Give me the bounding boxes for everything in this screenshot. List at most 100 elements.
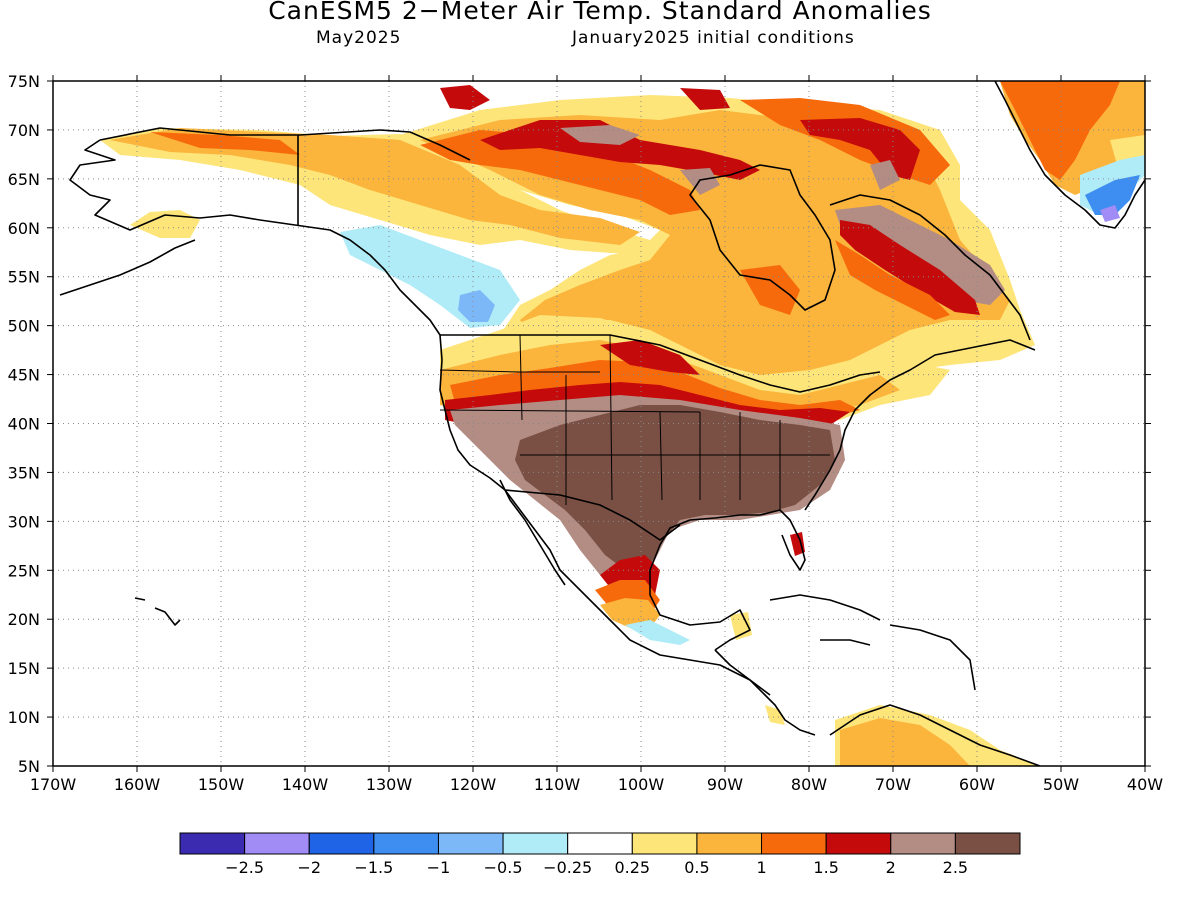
coastline-baja — [499, 479, 566, 586]
legend-swatch — [244, 832, 310, 855]
lon-label: 110W — [534, 775, 581, 794]
lon-label: 100W — [618, 775, 665, 794]
lon-label: 160W — [114, 775, 161, 794]
lat-label: 40N — [8, 415, 40, 434]
lat-label: 75N — [8, 72, 40, 91]
legend-swatch — [696, 832, 763, 855]
legend-label: −1.5 — [354, 858, 393, 877]
lat-label: 70N — [8, 121, 40, 140]
coastline-gulf-mexico — [649, 509, 781, 651]
lon-label: 130W — [366, 775, 413, 794]
anomaly-region-greenland-purple — [1100, 205, 1120, 222]
coastline-alaska — [69, 127, 471, 336]
coastline-caribbean — [769, 594, 976, 691]
legend-swatch — [890, 832, 956, 855]
lon-label: 170W — [30, 775, 77, 794]
legend-label: −1 — [427, 858, 451, 877]
latitude-labels: 75N 70N 65N 60N 55N 50N 45N 40N 35N 30N … — [8, 72, 40, 776]
lat-label: 45N — [8, 366, 40, 385]
lat-label: 20N — [8, 610, 40, 629]
coastline-eastcoast-us — [804, 339, 1036, 511]
lat-label: 30N — [8, 512, 40, 531]
anomaly-region-mexico-orange — [600, 598, 660, 628]
anomaly-region-florida-red — [790, 532, 805, 556]
lon-label: 90W — [707, 775, 743, 794]
lon-label: 140W — [282, 775, 329, 794]
map-title: CanESM5 2−Meter Air Temp. Standard Anoma… — [268, 0, 932, 25]
lat-label: 35N — [8, 463, 40, 482]
lon-label: 70W — [875, 775, 911, 794]
lat-label: 15N — [8, 659, 40, 678]
coastline-central-america — [714, 649, 816, 736]
lon-label: 40W — [1127, 775, 1163, 794]
anomaly-region-panama-yellow — [765, 705, 785, 725]
lat-label: 25N — [8, 561, 40, 580]
legend-label: 0.25 — [614, 858, 650, 877]
anomaly-region-alaska-darkorange — [150, 132, 300, 155]
coastline-hawaii — [134, 597, 181, 626]
lat-label: 50N — [8, 317, 40, 336]
legend-swatch — [308, 832, 375, 855]
border-canada-us — [297, 135, 881, 393]
lon-label: 60W — [959, 775, 995, 794]
legend-swatch — [761, 832, 827, 855]
anomaly-region-arctic-brown — [560, 125, 900, 195]
anomaly-region-bc-lightblue — [458, 290, 495, 322]
legend-labels: −2.5 −2 −1.5 −1 −0.5 −0.25 0.25 0.5 1 1.… — [225, 858, 968, 877]
lat-label: 55N — [8, 268, 40, 287]
coastline-aleutians — [59, 239, 196, 296]
coastline-south-america — [829, 704, 1041, 766]
anomaly-region-yucatan-yellow — [730, 612, 752, 640]
legend-swatches — [179, 832, 1021, 855]
border-us-mexico — [504, 489, 681, 541]
init-conditions-label: January2025 initial conditions — [572, 28, 855, 48]
legend-label: 1.5 — [813, 858, 838, 877]
legend-swatch — [567, 832, 633, 855]
coastlines — [59, 81, 1145, 766]
anomaly-region-canada-darkorange — [420, 130, 700, 215]
legend-swatch — [825, 832, 892, 855]
coastline-mexico-west — [569, 579, 771, 696]
anomaly-region-alaska-orange — [110, 128, 640, 245]
legend-label: −0.25 — [543, 858, 592, 877]
anomaly-region-labrador-orange — [835, 240, 950, 320]
lon-label: 150W — [198, 775, 245, 794]
axis-ticks — [47, 75, 1151, 772]
lon-label: 120W — [450, 775, 497, 794]
legend-swatch — [954, 832, 1021, 855]
anomaly-region-southamerica-orange — [840, 718, 970, 766]
coastline-greenland — [994, 81, 1145, 229]
legend-label: −0.5 — [484, 858, 523, 877]
coastline-florida — [779, 509, 806, 571]
legend-label: −2.5 — [225, 858, 264, 877]
legend-label: −2 — [297, 858, 321, 877]
anomaly-region-labrador-red — [840, 220, 980, 315]
coastline-labrador — [829, 194, 1031, 341]
coastline-westcoast-us — [439, 334, 571, 581]
border-us-states — [439, 334, 830, 510]
legend-swatch — [631, 832, 698, 855]
legend-swatch — [179, 832, 246, 855]
legend-label: 0.5 — [684, 858, 709, 877]
legend-swatch — [502, 832, 569, 855]
lat-label: 60N — [8, 219, 40, 238]
anomaly-region-arctic-red — [440, 85, 920, 180]
legend-label: 2.5 — [943, 858, 968, 877]
lon-label: 80W — [791, 775, 827, 794]
anomaly-region-us-darkbrown — [515, 405, 835, 570]
legend-label: 1 — [756, 858, 766, 877]
valid-month-label: May2025 — [316, 28, 402, 48]
lat-label: 5N — [18, 757, 40, 776]
anomaly-region-greenland-darkorange — [1000, 81, 1120, 180]
legend-swatch — [373, 832, 439, 855]
legend-label: 2 — [886, 858, 896, 877]
longitude-labels: 170W 160W 150W 140W 130W 120W 110W 100W … — [30, 775, 1163, 794]
coastline-hudson-bay — [689, 164, 836, 311]
legend-swatch — [437, 832, 504, 855]
anomaly-region-greenland-blue — [1085, 175, 1140, 215]
lat-label: 65N — [8, 170, 40, 189]
lat-label: 10N — [8, 708, 40, 727]
lon-label: 50W — [1043, 775, 1079, 794]
graticule — [53, 81, 1145, 766]
